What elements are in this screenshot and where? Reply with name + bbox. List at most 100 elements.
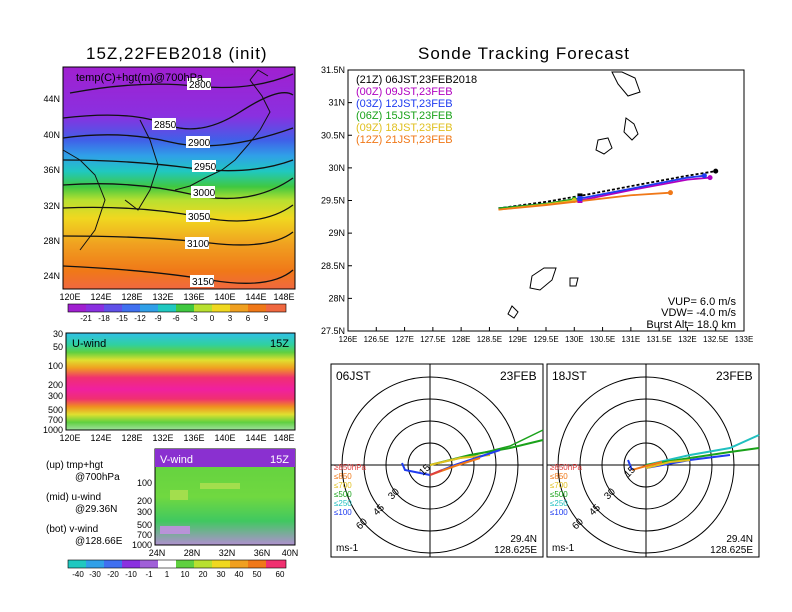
uwind-lon-tick: 144E (245, 433, 266, 443)
uwind-p-tick: 30 (53, 329, 63, 339)
track-end-point (707, 175, 713, 181)
legend-entry-06z: (06Z) 15JST,23FEB (356, 110, 453, 122)
track-end-point (667, 190, 673, 196)
track-lon-tick: 126.5E (364, 335, 389, 344)
track-lon-tick: 131E (622, 335, 641, 344)
polar-left-lon: 128.625E (494, 545, 537, 556)
track-series-line (498, 170, 716, 210)
map-lon-tick: 124E (90, 292, 111, 302)
legend-entry-00z: (00Z) 09JST,23FEB (356, 86, 453, 98)
temp-colorbar-tick: 3 (228, 314, 233, 323)
map-lat-tick: 32N (43, 201, 60, 211)
param-burst: Burst Alt= 18.0 km (646, 319, 736, 331)
wind-colorbar-tick: 10 (181, 570, 190, 579)
track-lon-tick: 127.5E (420, 335, 445, 344)
polar-right-unit: ms-1 (552, 543, 575, 554)
wind-colorbar-tick: 1 (165, 570, 170, 579)
vwind-lat-tick: 24N (149, 548, 166, 558)
map-lat-tick: 28N (43, 236, 60, 246)
vwind-p-tick: 200 (137, 496, 152, 506)
temp-map-panel: 2800 2850 2900 2950 3000 3050 3100 3150 … (43, 66, 296, 302)
note-mid: (mid) u-wind (46, 492, 101, 503)
track-lon-tick: 126E (339, 335, 358, 344)
vwind-p-tick: 500 (137, 520, 152, 530)
uwind-lon-tick: 120E (59, 433, 80, 443)
map-lon-tick: 144E (245, 292, 266, 302)
map-lon-tick: 136E (183, 292, 204, 302)
uwind-lon-tick: 128E (121, 433, 142, 443)
map-lon-tick: 148E (273, 292, 294, 302)
level-label: ≥850hPa (334, 463, 367, 472)
track-lon-tick: 133E (735, 335, 754, 344)
wind-colorbar-tick: 60 (276, 570, 285, 579)
wind-colorbar-tick: 30 (217, 570, 226, 579)
map-lon-tick: 132E (152, 292, 173, 302)
level-label: ≤850 (550, 472, 568, 481)
vwind-p-tick: 700 (137, 530, 152, 540)
temp-colorbar-tick: 0 (210, 314, 215, 323)
note-bot: (bot) v-wind (46, 524, 98, 535)
map-lat-tick: 36N (43, 165, 60, 175)
track-lon-tick: 131.5E (646, 335, 671, 344)
level-label: ≤500 (334, 490, 352, 499)
track-lat-tick: 28N (328, 293, 345, 303)
uwind-p-tick: 50 (53, 342, 63, 352)
vwind-lat-tick: 32N (219, 548, 236, 558)
contour-label-3050: 3050 (188, 212, 211, 223)
temp-colorbar-tick: -6 (172, 314, 180, 323)
polar-right-lon: 128.625E (710, 545, 753, 556)
temp-colorbar: -21 -18 -15 -12 -9 -6 -3 0 3 6 9 (67, 303, 287, 323)
contour-label-2800: 2800 (189, 80, 212, 91)
temp-colorbar-tick: -3 (190, 314, 198, 323)
track-params: VUP= 6.0 m/s VDW= -4.0 m/s Burst Alt= 18… (646, 296, 736, 331)
legend-entry-03z: (03Z) 12JST,23FEB (356, 98, 453, 110)
level-label: ≤100 (550, 508, 568, 517)
legend-entry-21z: (21Z) 06JST,23FEB2018 (356, 74, 477, 86)
vwind-panel: V-wind 15Z 100 200 300 500 700 1000 24N … (132, 448, 298, 558)
polar-left-title: 06JST (336, 369, 371, 383)
contour-label-3000: 3000 (193, 188, 216, 199)
uwind-p-tick: 700 (48, 415, 63, 425)
uwind-p-tick: 300 (48, 391, 63, 401)
vwind-label: V-wind (160, 454, 193, 466)
track-lon-tick: 132.5E (703, 335, 728, 344)
track-legend: (21Z) 06JST,23FEB2018 (00Z) 09JST,23FEB … (356, 74, 477, 146)
left-title: 15Z,22FEB2018 (init) (86, 44, 268, 63)
track-lat-tick: 31.5N (321, 65, 345, 75)
contour-label-2950: 2950 (194, 162, 217, 173)
level-label: ≤250 (334, 499, 352, 508)
level-label: ≤700 (334, 481, 352, 490)
contour-label-2850: 2850 (154, 120, 177, 131)
map-lon-tick: 128E (121, 292, 142, 302)
legend-entry-12z: (12Z) 21JST,23FEB (356, 134, 453, 146)
track-lat-tick: 30N (328, 163, 345, 173)
track-lat-tick: 28.5N (321, 261, 345, 271)
contour-label-2900: 2900 (188, 138, 211, 149)
track-lon-tick: 128E (452, 335, 471, 344)
track-burst-marker (577, 193, 583, 199)
note-up: (up) tmp+hgt (46, 460, 103, 471)
wind-colorbar-tick: 20 (199, 570, 208, 579)
track-lon-tick: 130E (565, 335, 584, 344)
wind-colorbar-tick: -20 (107, 570, 119, 579)
polar-right-lat: 29.4N (726, 534, 753, 545)
track-lon-tick: 127E (395, 335, 414, 344)
track-lon-tick: 132E (678, 335, 697, 344)
param-vdw: VDW= -4.0 m/s (661, 307, 736, 319)
track-lat-tick: 29.5N (321, 196, 345, 206)
track-lat-tick: 31N (328, 98, 345, 108)
uwind-p-tick: 200 (48, 380, 63, 390)
track-plot-area (347, 69, 745, 332)
uwind-p-tick: 1000 (43, 425, 63, 435)
polar-left-date: 23FEB (500, 369, 537, 383)
uwind-time: 15Z (270, 338, 289, 350)
map-lat-tick: 24N (43, 271, 60, 281)
polar-left-lat: 29.4N (510, 534, 537, 545)
wind-colorbar-tick: -10 (125, 570, 137, 579)
island-outlines (507, 71, 641, 319)
track-lon-tick: 130.5E (590, 335, 615, 344)
contour-label-3100: 3100 (187, 239, 210, 250)
uwind-p-tick: 100 (48, 361, 63, 371)
